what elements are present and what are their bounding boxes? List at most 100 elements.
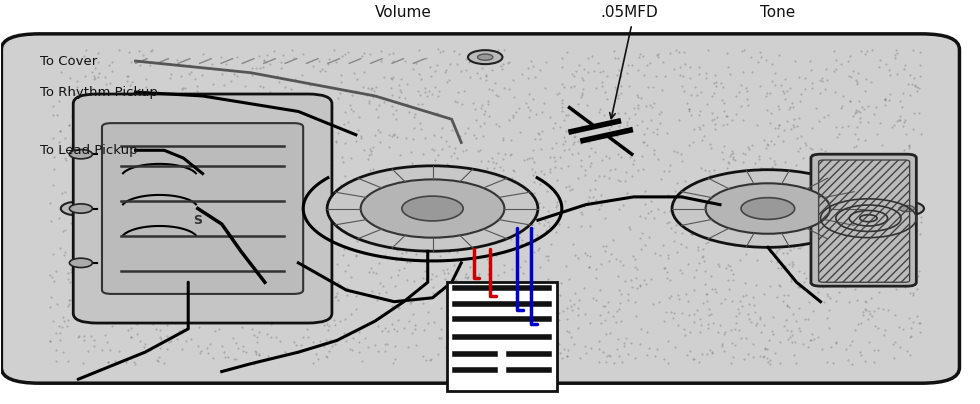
Point xyxy=(488,252,504,259)
Point xyxy=(239,303,255,309)
Point xyxy=(901,315,916,321)
Point xyxy=(85,214,101,220)
Point xyxy=(810,334,826,340)
Point xyxy=(437,207,453,214)
Point xyxy=(317,306,332,312)
Point xyxy=(228,246,244,252)
Point xyxy=(787,58,803,65)
Point xyxy=(150,358,166,364)
Point xyxy=(223,111,239,117)
Point xyxy=(609,346,624,352)
Point xyxy=(371,214,387,220)
Point xyxy=(784,263,800,269)
Point xyxy=(837,238,853,244)
Point xyxy=(266,263,281,269)
Point xyxy=(700,324,715,331)
Point xyxy=(100,359,116,366)
Point xyxy=(172,317,187,324)
Point xyxy=(495,135,511,141)
Point xyxy=(741,316,757,322)
Point xyxy=(481,193,497,199)
Point xyxy=(424,174,440,180)
Point xyxy=(79,285,95,291)
Point xyxy=(167,166,182,172)
Point xyxy=(526,329,542,335)
Point xyxy=(781,105,797,112)
Point xyxy=(376,99,392,105)
Point xyxy=(229,73,245,80)
Point xyxy=(509,273,524,279)
Point xyxy=(310,355,325,362)
Point xyxy=(906,109,922,116)
Point xyxy=(704,349,719,356)
Point xyxy=(610,55,625,62)
Point xyxy=(318,183,333,190)
Point xyxy=(363,50,378,57)
Point xyxy=(218,235,233,241)
Point xyxy=(131,91,147,98)
Point xyxy=(249,141,265,148)
Point xyxy=(220,286,235,292)
Point xyxy=(629,265,645,272)
Point xyxy=(797,75,812,81)
Point xyxy=(103,202,119,209)
Point xyxy=(565,141,581,147)
Point xyxy=(834,61,850,67)
Point xyxy=(255,83,270,90)
Point xyxy=(238,301,254,307)
Point xyxy=(775,250,791,257)
Point xyxy=(572,126,588,133)
Point xyxy=(534,127,550,134)
Point xyxy=(58,135,74,142)
Point xyxy=(185,147,201,154)
Point xyxy=(784,236,800,242)
Point xyxy=(354,358,369,365)
Point xyxy=(403,299,418,305)
Point xyxy=(368,105,383,112)
Point xyxy=(206,235,221,241)
Point xyxy=(293,290,309,297)
Point xyxy=(170,160,185,166)
Point xyxy=(323,271,339,278)
Point xyxy=(790,148,806,154)
Point xyxy=(897,119,912,126)
Point xyxy=(282,259,298,266)
Point xyxy=(792,98,808,104)
Point xyxy=(627,263,643,270)
Point xyxy=(777,76,793,83)
Point xyxy=(220,354,236,360)
Point xyxy=(706,320,721,326)
Point xyxy=(302,82,318,88)
Point xyxy=(167,311,182,318)
Point xyxy=(167,282,182,288)
Point xyxy=(876,332,892,338)
Point xyxy=(657,356,672,362)
Point xyxy=(313,275,328,281)
Point xyxy=(412,91,427,98)
Point xyxy=(450,230,465,237)
Point xyxy=(524,322,540,328)
Point xyxy=(451,239,466,246)
Point xyxy=(475,133,491,139)
Point xyxy=(125,271,141,278)
Point xyxy=(357,231,372,238)
Point xyxy=(398,249,414,255)
Point xyxy=(609,318,624,325)
Point xyxy=(735,210,751,217)
Point xyxy=(128,101,144,107)
Point xyxy=(55,349,71,356)
Point xyxy=(702,172,717,178)
Point xyxy=(510,207,525,213)
Point xyxy=(238,126,254,133)
Point xyxy=(741,301,757,307)
Point xyxy=(880,266,896,273)
Point xyxy=(552,89,567,96)
Point xyxy=(406,197,421,204)
Point xyxy=(495,156,511,162)
Point xyxy=(901,177,916,183)
Point xyxy=(546,124,562,131)
Point xyxy=(760,194,776,200)
Point xyxy=(277,200,293,206)
Point xyxy=(355,53,370,59)
Point xyxy=(806,211,821,218)
